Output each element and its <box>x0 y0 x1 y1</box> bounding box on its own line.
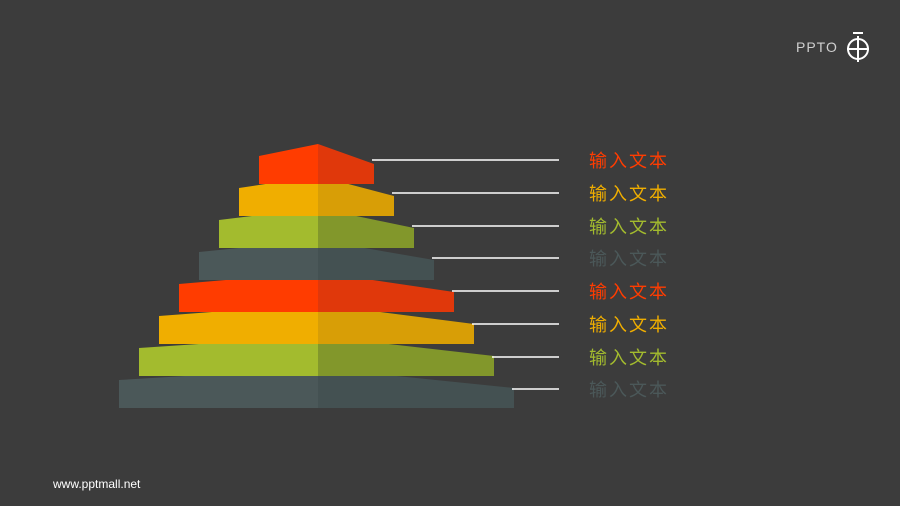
tier-right-face-6 <box>318 304 474 344</box>
tier-label-5: 输入文本 <box>589 282 669 303</box>
tier-left-face-3 <box>219 208 318 248</box>
tier-right-face-1 <box>318 144 374 184</box>
tier-left-face-1 <box>259 144 318 184</box>
tier-label-2: 输入文本 <box>589 184 669 205</box>
tier-right-face-8 <box>318 368 514 408</box>
tier-label-7: 输入文本 <box>589 348 669 369</box>
tier-label-8: 输入文本 <box>589 380 669 401</box>
tier-right-face-4 <box>318 240 434 280</box>
tier-right-face-3 <box>318 208 414 248</box>
tier-left-face-4 <box>199 240 318 280</box>
tier-label-3: 输入文本 <box>589 217 669 238</box>
tier-left-face-2 <box>239 176 318 216</box>
tier-left-face-8 <box>119 368 318 408</box>
tier-left-face-5 <box>179 272 318 312</box>
website-url: www.pptmall.net <box>53 477 141 491</box>
tier-left-face-7 <box>139 336 318 376</box>
logo-icon <box>847 32 869 62</box>
tier-right-face-7 <box>318 336 494 376</box>
logo-text: PPTO <box>796 39 838 55</box>
tier-label-1: 输入文本 <box>589 151 669 172</box>
tier-left-face-6 <box>159 304 318 344</box>
tier-label-6: 输入文本 <box>589 315 669 336</box>
tier-label-4: 输入文本 <box>589 249 669 270</box>
tier-right-face-2 <box>318 176 394 216</box>
tier-right-face-5 <box>318 272 454 312</box>
